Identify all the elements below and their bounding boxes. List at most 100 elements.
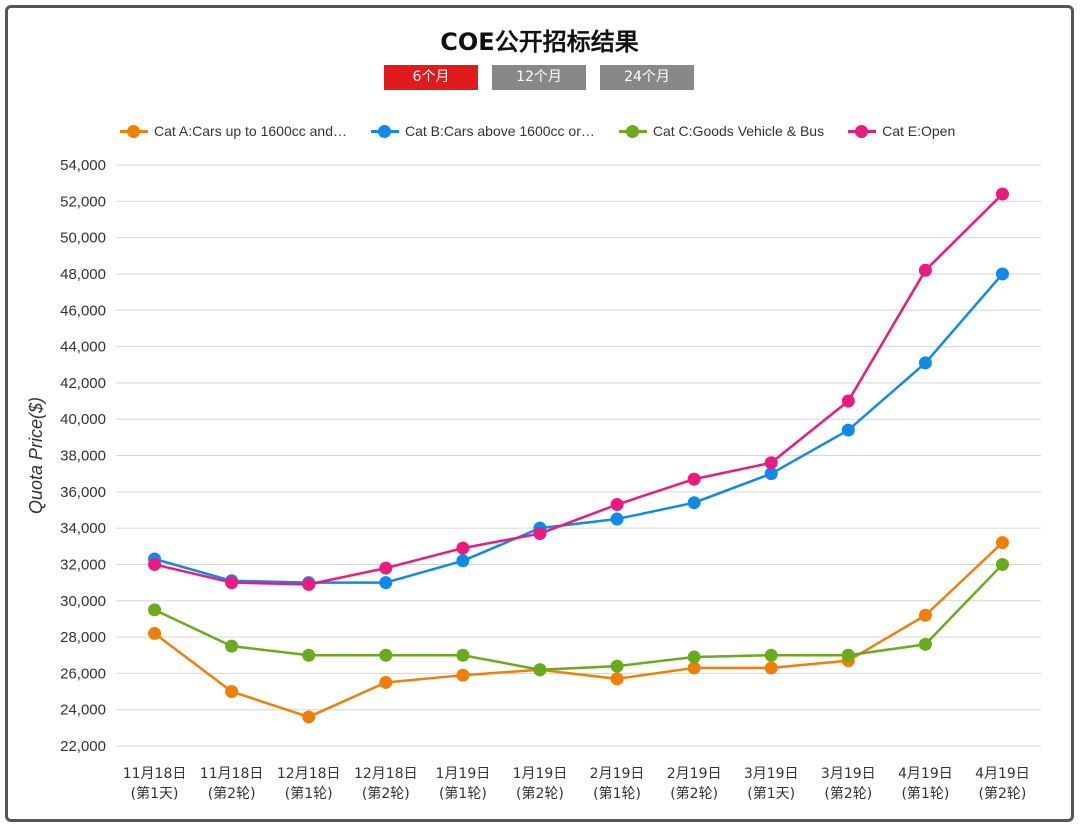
- legend-label-cat-e: Cat E:Open: [882, 123, 956, 139]
- legend-item-cat-c[interactable]: Cat C:Goods Vehicle & Bus: [618, 123, 825, 139]
- y-tick-label: 24,000: [60, 702, 106, 719]
- data-point: [379, 561, 393, 575]
- data-point: [379, 576, 393, 590]
- x-tick-label-round: (第2轮): [208, 785, 256, 802]
- data-point: [841, 394, 855, 408]
- data-point: [456, 541, 470, 555]
- data-point: [302, 648, 316, 662]
- y-tick-label: 40,000: [60, 411, 106, 428]
- data-point: [841, 423, 855, 437]
- x-tick-label: 12月18日: [277, 766, 341, 782]
- data-point: [841, 648, 855, 662]
- x-tick-label-round: (第1轮): [901, 785, 949, 802]
- legend-marker-icon: [848, 125, 877, 138]
- data-point: [148, 557, 162, 571]
- y-tick-label: 22,000: [60, 738, 106, 755]
- data-point: [302, 710, 316, 724]
- data-point: [764, 661, 778, 675]
- x-tick-label: 4月19日: [975, 766, 1030, 782]
- data-point: [687, 650, 701, 664]
- y-tick-label: 38,000: [60, 448, 106, 465]
- data-point: [995, 267, 1009, 281]
- legend-label-cat-c: Cat C:Goods Vehicle & Bus: [652, 123, 825, 139]
- data-point: [533, 527, 547, 541]
- legend-label-cat-a: Cat A:Cars up to 1600cc and…: [154, 123, 347, 139]
- data-point: [456, 554, 470, 568]
- data-point: [610, 512, 624, 526]
- x-tick-label: 4月19日: [898, 766, 953, 782]
- x-tick-label-round: (第1轮): [593, 785, 641, 802]
- data-point: [225, 576, 239, 590]
- chart-title: COE公开招标结果: [440, 28, 639, 56]
- data-point: [687, 661, 701, 675]
- chart-frame: COE公开招标结果 6个月 12个月 24个月 Cat A:Cars up to…: [5, 5, 1074, 822]
- data-point: [379, 675, 393, 689]
- data-point: [533, 663, 547, 677]
- data-point: [995, 187, 1009, 201]
- data-point: [687, 472, 701, 486]
- data-point: [764, 467, 778, 481]
- x-tick-label: 3月19日: [821, 766, 876, 782]
- y-tick-label: 34,000: [60, 520, 106, 537]
- chart-legend: Cat A:Cars up to 1600cc and… Cat B:Cars …: [120, 123, 955, 139]
- y-tick-label: 42,000: [60, 375, 106, 392]
- x-tick-label: 2月19日: [667, 766, 722, 782]
- series-line: [154, 563, 1004, 671]
- data-point: [764, 648, 778, 662]
- legend-item-cat-b[interactable]: Cat B:Cars above 1600cc or…: [371, 123, 595, 139]
- legend-label-cat-b: Cat B:Cars above 1600cc or…: [405, 123, 595, 139]
- legend-marker-icon: [371, 125, 399, 138]
- legend-item-cat-a[interactable]: Cat A:Cars up to 1600cc and…: [120, 123, 347, 139]
- series-line: [154, 273, 1004, 584]
- data-point: [148, 603, 162, 617]
- x-tick-label-round: (第2轮): [670, 785, 718, 802]
- legend-item-cat-e[interactable]: Cat E:Open: [848, 123, 955, 139]
- x-tick-label-round: (第1天): [747, 785, 795, 802]
- x-tick-label-round: (第2轮): [516, 785, 564, 802]
- data-point: [610, 498, 624, 512]
- x-tick-label: 11月18日: [200, 766, 264, 782]
- data-point: [995, 536, 1009, 550]
- data-point: [918, 637, 932, 651]
- y-tick-label: 32,000: [60, 556, 106, 573]
- tab-24-months[interactable]: 24个月: [600, 65, 694, 90]
- data-point: [225, 639, 239, 653]
- x-tick-label-round: (第2轮): [362, 785, 410, 802]
- y-tick-label: 30,000: [60, 593, 106, 610]
- series-line: [153, 541, 1004, 719]
- x-tick-label: 12月18日: [354, 766, 418, 782]
- data-point: [918, 608, 932, 622]
- y-tick-label: 28,000: [60, 629, 106, 646]
- x-tick-label: 1月19日: [513, 766, 568, 782]
- data-point: [918, 356, 932, 370]
- y-tick-label: 36,000: [60, 484, 106, 501]
- x-tick-label: 3月19日: [744, 766, 799, 782]
- series-line: [154, 193, 1004, 586]
- data-point: [610, 659, 624, 673]
- y-tick-label: 54,000: [60, 157, 106, 174]
- x-tick-label-round: (第1轮): [439, 785, 487, 802]
- data-point: [225, 685, 239, 699]
- x-tick-label-round: (第2轮): [979, 785, 1027, 802]
- y-tick-label: 44,000: [60, 339, 106, 356]
- legend-marker-icon: [120, 125, 148, 138]
- x-tick-label: 11月18日: [123, 766, 187, 782]
- data-point: [995, 557, 1009, 571]
- data-point: [610, 672, 624, 686]
- data-point: [302, 577, 316, 591]
- y-tick-label: 50,000: [60, 230, 106, 247]
- data-point: [456, 648, 470, 662]
- x-tick-label: 1月19日: [436, 766, 491, 782]
- data-point: [379, 648, 393, 662]
- legend-marker-icon: [618, 125, 647, 138]
- y-axis-label: Quota Price($): [26, 397, 46, 514]
- tab-12-months[interactable]: 12个月: [492, 65, 586, 90]
- data-point: [148, 626, 162, 640]
- x-tick-label-round: (第2轮): [824, 785, 872, 802]
- y-tick-label: 26,000: [60, 665, 106, 682]
- tab-6-months[interactable]: 6个月: [384, 65, 478, 90]
- x-tick-label: 2月19日: [590, 766, 645, 782]
- data-point: [918, 263, 932, 277]
- data-point: [456, 668, 470, 682]
